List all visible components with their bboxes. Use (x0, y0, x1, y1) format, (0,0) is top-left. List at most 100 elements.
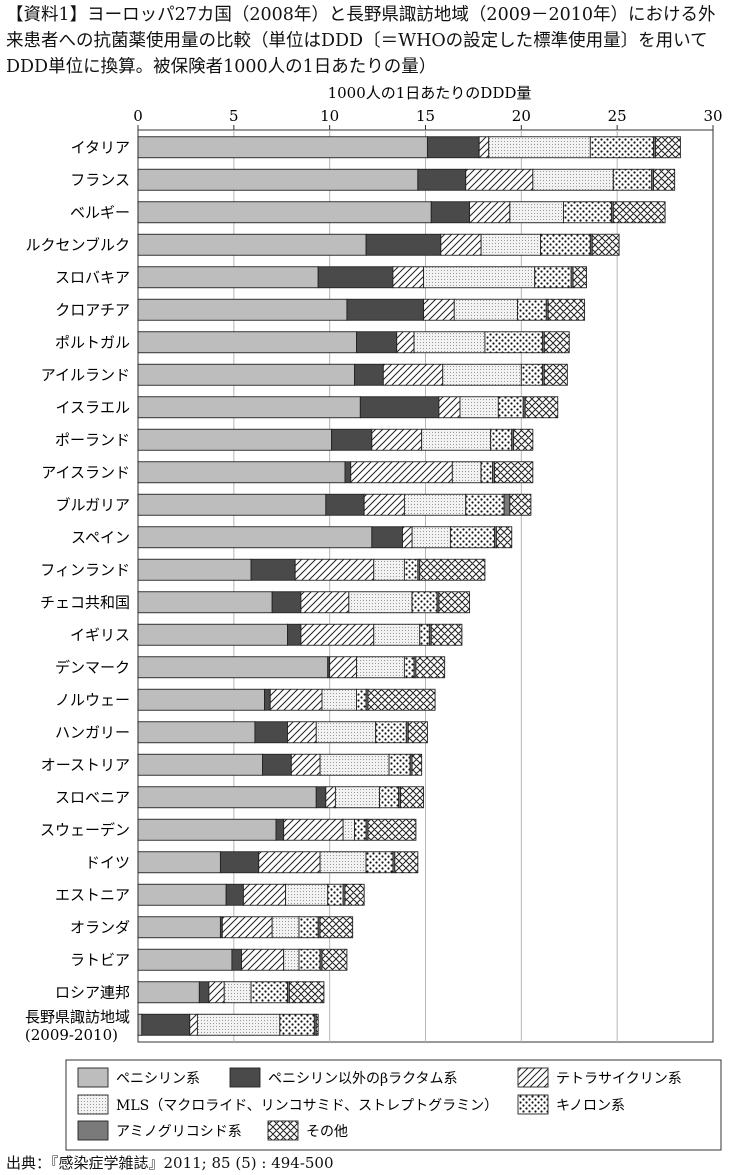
bar-segment-oth (612, 201, 666, 224)
bar-segment-beta (365, 233, 442, 256)
legend-swatch-ami (77, 1120, 109, 1141)
bar-segment-pen (137, 331, 357, 354)
bar-segment-oth (419, 558, 486, 581)
bar-segment-tet (329, 656, 357, 679)
category-label: フランス (70, 171, 130, 189)
bar-segment-tet (287, 721, 317, 744)
bar-segment-qui (279, 1013, 315, 1036)
legend-label-qui: キノロン系 (556, 1098, 625, 1114)
bar-segment-beta (219, 851, 260, 874)
legend-swatch-oth (267, 1120, 299, 1141)
bar-segment-beta (346, 298, 425, 321)
bar-segment-pen (137, 981, 200, 1004)
bar-segment-qui (250, 981, 288, 1004)
bar-segment-oth (524, 396, 559, 419)
bar-segment-oth (572, 266, 587, 289)
category-label: オランダ (70, 918, 130, 936)
legend-swatch-tet (517, 1067, 549, 1088)
bar-segment-mls (321, 688, 357, 711)
bar-segment-tet (300, 623, 375, 646)
legend-label-beta: ペニシリン以外のβラクタム系 (268, 1071, 458, 1087)
bar-segment-tet (371, 428, 423, 451)
bar-segment-pen (137, 461, 346, 484)
bar-segment-mls (373, 623, 421, 646)
bar-segment-oth (591, 233, 620, 256)
category-label: イギリス (70, 626, 130, 644)
category-label: 長野県諏訪地域 (25, 1008, 130, 1026)
bar-segment-beta (262, 753, 292, 776)
bar-segment-qui (563, 201, 612, 224)
bar-segment-pen (137, 363, 356, 386)
bar-segment-oth (344, 883, 365, 906)
bar-segment-pen (137, 688, 265, 711)
bar-segment-qui (534, 266, 572, 289)
bar-segment-tet (300, 591, 350, 614)
bar-segment-mls (451, 461, 482, 484)
bar-segment-mls (196, 1013, 281, 1036)
x-tick-label: 5 (229, 107, 239, 125)
bar-segment-tet (423, 298, 455, 321)
bar-segment-beta (359, 396, 440, 419)
bar-segment-mls (411, 526, 451, 549)
x-axis-label: 1000人の1日あたりのDDD量 (328, 84, 532, 102)
category-label: ルクセンブルク (25, 236, 130, 254)
bar-segment-oth (543, 331, 570, 354)
x-tick-label: 10 (320, 107, 339, 125)
bar-segment-pen (137, 493, 327, 516)
bar-segment-mls (480, 233, 541, 256)
x-tick-label: 30 (703, 107, 722, 125)
category-label: フィンランド (40, 561, 130, 579)
bar-segment-beta (430, 201, 471, 224)
bar-segment-oth (653, 168, 676, 191)
legend-box (65, 1059, 722, 1151)
category-label: ドイツ (85, 853, 130, 871)
x-tick-label: 15 (416, 107, 435, 125)
bar-segment-tet (221, 916, 273, 939)
bar-segment-qui (540, 233, 591, 256)
bar-segment-beta (250, 558, 296, 581)
bar-segment-pen (137, 266, 319, 289)
bar-segment-pen (137, 298, 348, 321)
bar-segment-beta (354, 363, 384, 386)
bar-segment-qui (403, 656, 415, 679)
bar-segment-mls (421, 428, 492, 451)
bar-segment-pen (137, 1013, 143, 1036)
bar-segment-pen (137, 201, 432, 224)
legend-label-tet: テトラサイクリン系 (556, 1071, 682, 1087)
bar-segment-mls (356, 656, 405, 679)
bar-segment-pen (137, 721, 256, 744)
category-label: ベルギー (70, 203, 130, 221)
source-note: 出典：『感染症学雑誌』2011; 85 (5) : 494-500 (6, 1154, 334, 1172)
bar-segment-qui (356, 688, 367, 711)
legend-label-ami: アミノグリコシド系 (116, 1124, 242, 1140)
bar-segment-tet (258, 851, 321, 874)
bar-segment-pen (137, 428, 333, 451)
bar-segment-beta (287, 623, 302, 646)
legend-label-mls: MLS（マクロライド、リンコサミド、ストレプトグラミン） (116, 1098, 498, 1114)
bar-segment-oth (411, 753, 423, 776)
bar-segment-oth (513, 428, 534, 451)
bar-segment-qui (490, 428, 513, 451)
bar-segment-beta (275, 818, 285, 841)
bar-segment-qui (589, 136, 655, 159)
category-label: アイルランド (41, 366, 130, 384)
legend-swatch-qui (517, 1094, 549, 1115)
bar-segment-qui (365, 851, 394, 874)
bar-segment-qui (354, 818, 367, 841)
bar-segment-tet (269, 688, 323, 711)
bar-segment-tet (396, 331, 415, 354)
bar-segment-tet (350, 461, 453, 484)
bar-segment-qui (411, 591, 438, 614)
bar-segment-oth (400, 786, 425, 809)
bar-segment-beta (315, 786, 327, 809)
bar-segment-pen (137, 591, 273, 614)
category-label: スロベニア (55, 788, 130, 806)
bar-segment-qui (517, 298, 547, 321)
category-label: (2009-2010) (25, 1026, 118, 1044)
bar-segment-beta (426, 136, 480, 159)
category-label: アイスランド (41, 463, 130, 481)
bar-segment-oth (321, 948, 348, 971)
bar-segment-tet (283, 818, 344, 841)
bar-segment-qui (612, 168, 653, 191)
